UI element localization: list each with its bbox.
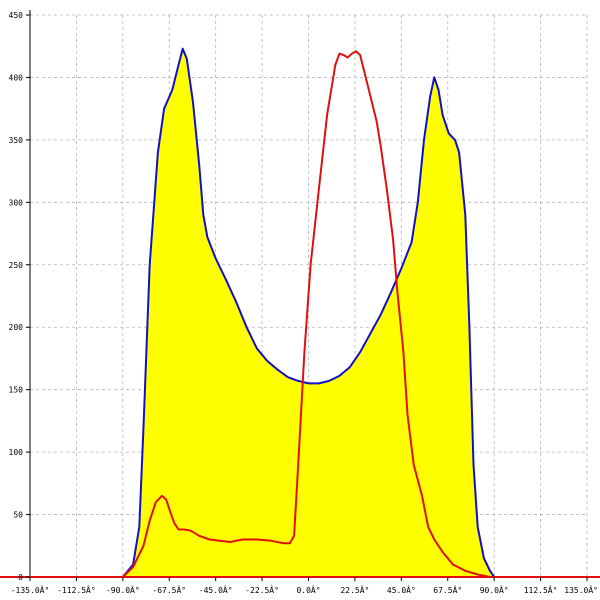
y-tick-label: 400	[9, 73, 24, 82]
x-tick-label: -112.5Â°	[57, 584, 96, 595]
y-tick-label: 450	[9, 11, 24, 20]
x-tick-label: -67.5Â°	[152, 584, 186, 595]
series-1-line	[30, 47, 587, 578]
series-areas	[30, 48, 587, 577]
axes	[0, 10, 600, 581]
x-tick-label: 22.5Â°	[340, 584, 369, 595]
y-tick-label: 150	[9, 386, 24, 395]
y-tick-label: 250	[9, 261, 24, 270]
x-tick-label: 135.0Â°	[564, 584, 598, 595]
series-1-area	[30, 48, 587, 577]
y-tick-label: 100	[9, 448, 24, 457]
y-tick-label: 0	[18, 573, 23, 582]
y-tick-label: 50	[13, 511, 23, 520]
x-tick-label: 112.5Â°	[524, 584, 558, 595]
x-tick-label: 67.5Â°	[433, 584, 462, 595]
y-tick-label: 200	[9, 323, 24, 332]
x-tick-label: -90.0Â°	[106, 584, 140, 595]
x-tick-label: -22.5Â°	[245, 584, 279, 595]
x-tick-labels: -135.0Â° -112.5Â° -90.0Â° -67.5Â° -45.0Â° -22…	[11, 584, 598, 595]
x-tick-label: -45.0Â°	[199, 584, 233, 595]
x-tick-label: 45.0Â°	[387, 584, 416, 595]
y-tick-labels: 0 50 100 150 200 250 300 350 400 450	[9, 11, 24, 582]
series-lines	[30, 47, 587, 578]
y-tick-label: 300	[9, 198, 24, 207]
y-tick-label: 350	[9, 136, 24, 145]
x-tick-label: 90.0Â°	[480, 584, 509, 595]
series-2-line	[30, 50, 587, 578]
x-tick-label: -135.0Â°	[11, 584, 50, 595]
x-tick-label: 0.0Â°	[296, 584, 320, 595]
